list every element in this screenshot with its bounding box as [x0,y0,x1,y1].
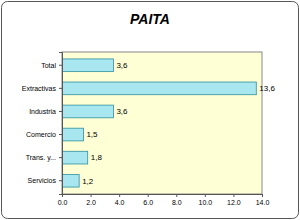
x-tick-label: 0.0 [58,199,68,206]
x-tick-mark [205,194,206,197]
x-tick: 14.0 [256,194,270,206]
chart-border [2,2,299,219]
chart-container: PAITA 0.0 2.0 4.0 6.0 8.0 10.0 12.0 14.0 Total Ext… [0,0,300,220]
y-tick-mark [59,134,62,135]
bar [62,128,83,141]
x-tick: 0.0 [58,194,68,206]
y-tick: Industria [29,108,62,115]
y-tick-mark [59,111,62,112]
x-tick-label: 12.0 [227,199,241,206]
x-tick: 2.0 [86,194,96,206]
plot-background [62,52,262,194]
x-axis-line [63,195,263,198]
x-tick-label: 2.0 [86,199,96,206]
y-tick-mark [59,157,62,158]
y-tick: Extractivas [22,85,62,92]
x-tick-label: 6.0 [143,199,153,206]
y-axis-line [59,53,63,195]
x-tick-label: 4.0 [115,199,125,206]
data-label: 1,2 [82,177,94,186]
x-tick-mark [119,194,120,197]
y-tick-label: Trans. y... [26,154,56,162]
x-tick-mark [176,194,177,197]
y-tick: Trans. y... [26,154,62,162]
y-tick-label: Comercio [26,131,56,138]
bar [62,151,88,164]
data-label: 13,6 [259,84,275,93]
bar [62,105,113,118]
data-label: 1,8 [91,153,103,162]
chart-title: PAITA [130,11,170,27]
x-tick-label: 10.0 [199,199,213,206]
data-labels: 3,6 13,6 3,6 1,5 1,8 1,2 [82,61,275,185]
y-tick: Comercio [26,131,62,138]
x-tick: 6.0 [143,194,153,206]
data-label: 3,6 [116,61,128,70]
x-tick-label: 8.0 [172,199,182,206]
y-tick-label: Servicios [28,177,57,184]
plot: 0.0 2.0 4.0 6.0 8.0 10.0 12.0 14.0 Total Extracti… [22,52,276,206]
y-tick: Total [41,62,62,69]
y-axis: Total Extractivas Industria Comercio Trans. … [22,53,63,195]
x-tick-mark [262,194,263,197]
x-tick: 8.0 [172,194,182,206]
data-label: 1,5 [86,130,98,139]
y-tick-label: Extractivas [22,85,57,92]
chart-svg: PAITA 0.0 2.0 4.0 6.0 8.0 10.0 12.0 14.0 Total Ext… [0,0,300,220]
bar [62,174,79,187]
y-tick-label: Total [41,62,56,69]
x-tick: 12.0 [227,194,241,206]
y-tick-mark [59,180,62,181]
x-tick: 4.0 [115,194,125,206]
x-tick: 10.0 [199,194,213,206]
data-label: 3,6 [116,107,128,116]
x-tick-mark [233,194,234,197]
y-tick: Servicios [28,177,62,184]
y-tick-label: Industria [29,108,56,115]
x-tick-mark [91,194,92,197]
y-tick-mark [59,65,62,66]
x-axis: 0.0 2.0 4.0 6.0 8.0 10.0 12.0 14.0 [58,194,270,206]
x-tick-label: 14.0 [256,199,270,206]
bar [62,59,113,72]
x-tick-mark [148,194,149,197]
y-tick-mark [59,88,62,89]
bars [62,59,256,187]
bar [62,82,256,95]
